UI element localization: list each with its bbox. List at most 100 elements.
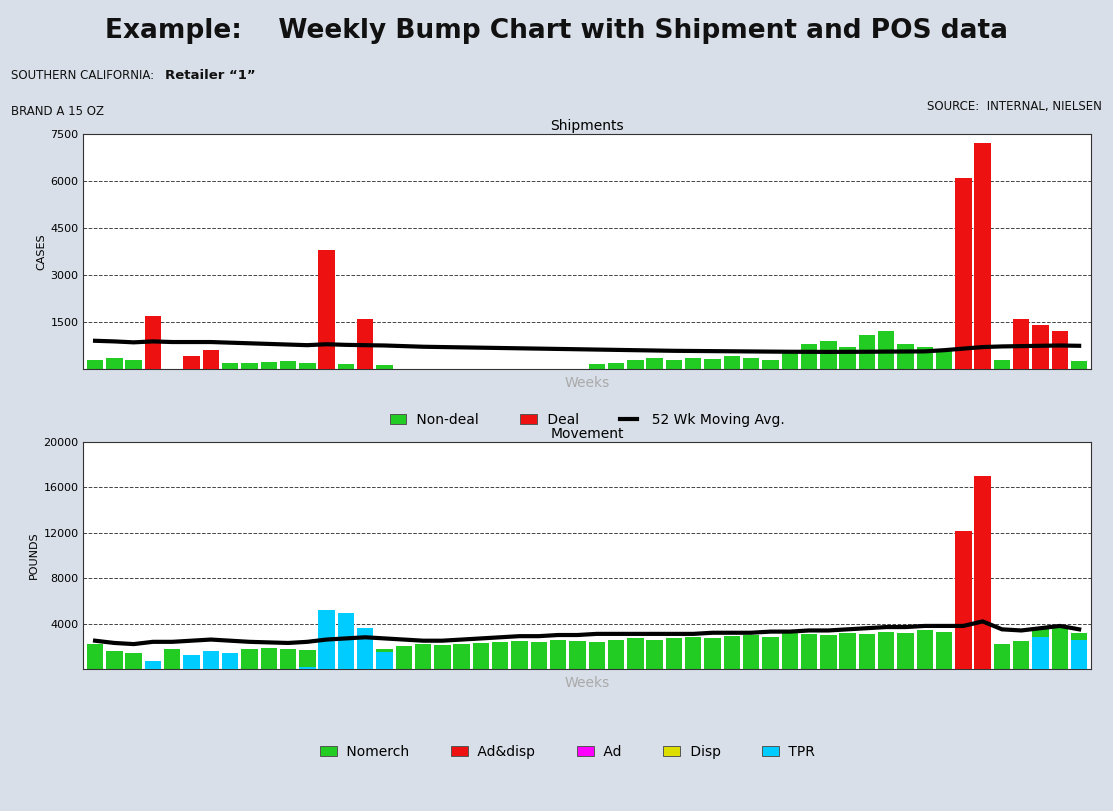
Bar [1033,363,1048,369]
Bar [1033,629,1048,669]
Bar [859,334,875,369]
Bar [917,347,933,369]
Bar [975,569,991,669]
Bar [801,344,817,369]
Legend:  Non-deal,  Deal,   52 Wk Moving Avg.: Non-deal, Deal, 52 Wk Moving Avg. [390,413,785,427]
Bar [955,178,972,369]
Bar [299,363,315,369]
Bar [1052,626,1068,669]
Bar [337,651,354,669]
Bar [1071,633,1087,669]
Bar [395,646,412,669]
Bar [415,644,432,669]
Bar [221,653,238,669]
Bar [126,653,141,669]
Bar [221,363,238,369]
Title: Shipments: Shipments [550,118,624,133]
Bar [87,359,104,369]
Legend:  Nomerch,  Ad&disp,  Ad,  Disp,  TPR: Nomerch, Ad&disp, Ad, Disp, TPR [321,745,815,759]
Bar [994,644,1011,669]
Bar [473,643,490,669]
Bar [318,610,335,669]
Text: Retailer “1”: Retailer “1” [165,69,255,82]
Bar [684,358,701,369]
Bar [184,655,199,669]
Bar [955,530,972,669]
Bar [820,635,837,669]
Bar [723,636,740,669]
Bar [742,635,759,669]
Bar [994,359,1011,369]
Bar [242,649,257,669]
Bar [1052,359,1068,369]
Text: SOURCE:  INTERNAL, NIELSEN: SOURCE: INTERNAL, NIELSEN [927,100,1102,113]
Bar [1052,332,1068,369]
Bar [145,666,161,669]
Text: Example:    Weekly Bump Chart with Shipment and POS data: Example: Weekly Bump Chart with Shipment… [105,18,1008,44]
Bar [936,632,953,669]
Bar [839,347,856,369]
Bar [955,354,972,369]
Text: Weeks: Weeks [564,375,610,390]
Bar [203,651,219,669]
Bar [357,650,373,669]
Bar [318,652,335,669]
Bar [589,642,605,669]
Bar [434,646,451,669]
Bar [453,644,470,669]
Bar [337,364,354,369]
Text: Weeks: Weeks [564,676,610,690]
Text: SOUTHERN CALIFORNIA:: SOUTHERN CALIFORNIA: [11,69,161,82]
Bar [357,364,373,369]
Bar [781,354,798,369]
Bar [550,640,567,669]
Bar [299,650,315,669]
Bar [705,638,721,669]
Bar [975,357,991,369]
Bar [723,357,740,369]
Bar [936,350,953,369]
Bar [242,363,257,369]
Bar [318,363,335,369]
Bar [376,652,393,669]
Bar [1013,641,1030,669]
Bar [492,642,509,669]
Bar [260,647,277,669]
Bar [627,638,643,669]
Bar [145,367,161,369]
Bar [666,359,682,369]
Bar [184,658,199,669]
Bar [878,332,895,369]
Bar [647,640,663,669]
Bar [762,359,779,369]
Bar [376,365,393,369]
Bar [839,633,856,669]
Bar [531,642,548,669]
Bar [627,359,643,369]
Bar [569,641,585,669]
Y-axis label: POUNDS: POUNDS [29,532,39,579]
Bar [608,363,624,369]
Bar [897,633,914,669]
Bar [897,344,914,369]
Bar [608,640,624,669]
Title: Movement: Movement [550,427,624,441]
Bar [1013,319,1030,369]
Bar [762,637,779,669]
Bar [357,629,373,669]
Bar [878,632,895,669]
Bar [164,649,180,669]
Bar [684,637,701,669]
Bar [975,144,991,369]
Bar [955,629,972,669]
Bar [589,364,605,369]
Bar [337,613,354,669]
Bar [1033,637,1048,669]
Bar [647,358,663,369]
Bar [145,315,161,369]
Text: BRAND A 15 OZ: BRAND A 15 OZ [11,105,105,118]
Bar [106,358,122,369]
Bar [203,350,219,369]
Bar [975,615,991,669]
Bar [859,634,875,669]
